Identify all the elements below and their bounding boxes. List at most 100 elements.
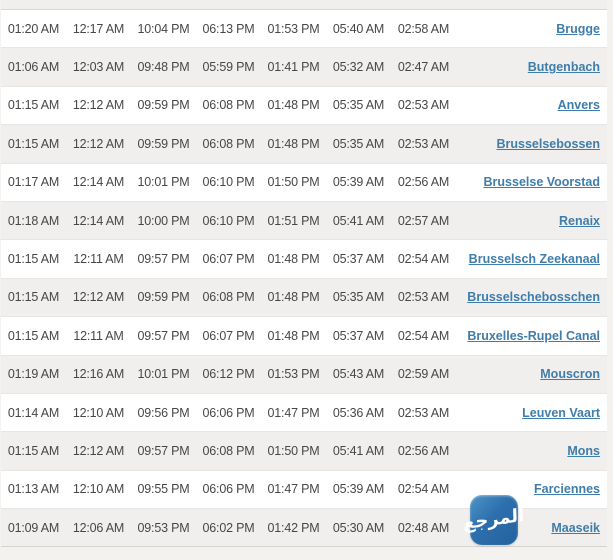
city-link[interactable]: Brusselsch Zeekanaal (468, 252, 600, 267)
city-link[interactable]: Brusselschebosschen (467, 290, 600, 305)
city-cell: Brusselse Voorstad (456, 173, 607, 191)
prayer-time-cell: 06:08 PM (202, 136, 255, 151)
prayer-time-cell: 01:41 PM (267, 60, 320, 75)
city-cell: Mons (456, 442, 607, 460)
prayer-time-cell: 01:18 AM (7, 213, 60, 228)
table-row: 01:17 AM 12:14 AM 10:01 PM 06:10 PM 01:50 PM… (1, 163, 607, 202)
prayer-time-cell: 01:53 PM (267, 21, 320, 36)
prayer-time-cell: 01:06 AM (7, 60, 60, 75)
prayer-time-cell: 06:10 PM (202, 175, 255, 190)
prayer-time-cell: 05:59 PM (202, 60, 255, 75)
city-link[interactable]: Butgenbach (527, 60, 600, 75)
prayer-time-cell: 06:06 PM (202, 482, 255, 497)
prayer-time-cell: 01:51 PM (267, 213, 320, 228)
prayer-time-cell: 06:13 PM (202, 21, 255, 36)
table-row: 01:15 AM 12:12 AM 09:59 PM 06:08 PM 01:48 PM… (1, 278, 607, 318)
city-cell: Brusselschebosschen (456, 288, 607, 306)
prayer-time-cell: 05:32 AM (332, 60, 385, 75)
city-cell: Farciennes (456, 480, 607, 498)
table-row: 01:15 AM 12:11 AM 09:57 PM 06:07 PM 01:48 PM… (1, 240, 607, 279)
city-link[interactable]: Renaix (559, 213, 600, 228)
prayer-time-cell: 01:09 AM (7, 520, 60, 535)
city-cell: Brusselsebossen (456, 135, 607, 153)
prayer-time-cell: 12:17 AM (72, 21, 125, 36)
prayer-time-cell: 09:53 PM (137, 520, 190, 535)
prayer-time-cell: 01:47 PM (267, 405, 320, 420)
city-cell: Brugge (456, 20, 607, 38)
prayer-time-cell: 02:54 AM (397, 252, 450, 267)
prayer-time-cell: 05:37 AM (332, 328, 385, 343)
prayer-times-table: 01:20 AM 12:17 AM 10:04 PM 06:13 PM 01:53 PM… (1, 0, 607, 548)
prayer-time-cell: 12:11 AM (73, 328, 124, 343)
table-row: 01:20 AM 12:17 AM 10:04 PM 06:13 PM 01:53 PM… (1, 10, 607, 49)
prayer-time-cell: 01:50 PM (267, 443, 320, 458)
prayer-time-cell: 01:15 AM (7, 328, 60, 343)
prayer-time-cell: 10:00 PM (137, 213, 190, 228)
prayer-time-cell: 01:48 PM (267, 252, 320, 267)
city-cell: Brusselsch Zeekanaal (456, 250, 607, 268)
city-link[interactable]: Farciennes (533, 482, 600, 497)
prayer-time-cell: 10:01 PM (137, 175, 190, 190)
prayer-time-cell: 10:04 PM (137, 21, 190, 36)
prayer-time-cell: 01:50 PM (267, 175, 320, 190)
prayer-time-cell: 09:57 PM (137, 328, 190, 343)
prayer-time-cell: 01:48 PM (267, 136, 320, 151)
table-row: 01:19 AM 12:16 AM 10:01 PM 06:12 PM 01:53 PM… (1, 355, 607, 394)
table-row: 01:15 AM 12:12 AM 09:57 PM 06:08 PM 01:50 PM… (1, 432, 607, 471)
prayer-time-cell: 02:54 AM (397, 482, 450, 497)
site-logo[interactable]: المرجع (463, 495, 525, 545)
prayer-time-cell: 02:57 AM (397, 213, 450, 228)
prayer-time-cell: 02:47 AM (397, 60, 450, 75)
city-link[interactable]: Brusselsebossen (496, 136, 600, 151)
prayer-time-cell: 05:43 AM (332, 367, 385, 382)
prayer-time-cell: 09:59 PM (137, 136, 190, 151)
prayer-time-cell: 02:58 AM (397, 21, 450, 36)
prayer-time-cell: 12:03 AM (72, 60, 125, 75)
city-link[interactable]: Brugge (556, 21, 600, 36)
prayer-time-cell: 12:12 AM (72, 136, 125, 151)
prayer-time-cell: 01:47 PM (267, 482, 320, 497)
prayer-time-cell: 09:56 PM (137, 405, 190, 420)
prayer-time-cell: 06:12 PM (202, 367, 255, 382)
prayer-time-cell: 01:19 AM (7, 367, 60, 382)
prayer-time-cell: 01:15 AM (7, 98, 60, 113)
prayer-time-cell: 05:30 AM (332, 520, 385, 535)
city-link[interactable]: Mouscron (540, 367, 600, 382)
prayer-time-cell: 05:40 AM (332, 21, 385, 36)
table-row: 01:15 AM 12:12 AM 09:59 PM 06:08 PM 01:48 PM… (1, 86, 607, 126)
city-link[interactable]: Anvers (557, 98, 600, 113)
prayer-time-cell: 01:15 AM (7, 252, 60, 267)
city-link[interactable]: Maaseik (551, 520, 600, 535)
prayer-time-cell: 01:15 AM (7, 290, 60, 305)
table-row: 01:14 AM 12:10 AM 09:56 PM 06:06 PM 01:47 PM… (1, 393, 607, 433)
city-link[interactable]: Mons (567, 443, 600, 458)
prayer-time-cell: 12:16 AM (72, 367, 125, 382)
prayer-time-cell: 02:53 AM (397, 290, 450, 305)
prayer-time-cell: 02:48 AM (397, 520, 450, 535)
prayer-time-cell: 02:53 AM (397, 136, 450, 151)
prayer-time-cell: 01:48 PM (267, 290, 320, 305)
city-link[interactable]: Bruxelles-Rupel Canal (467, 328, 600, 343)
prayer-time-cell: 05:36 AM (332, 405, 385, 420)
prayer-time-cell: 12:06 AM (72, 520, 125, 535)
prayer-time-cell: 02:53 AM (397, 405, 450, 420)
partial-row-top (1, 0, 607, 10)
city-link[interactable]: Brusselse Voorstad (483, 175, 600, 190)
prayer-time-cell: 06:08 PM (202, 443, 255, 458)
prayer-time-cell: 09:57 PM (137, 443, 190, 458)
city-cell: Renaix (456, 212, 607, 230)
prayer-time-cell: 02:53 AM (397, 98, 450, 113)
city-cell: Mouscron (456, 365, 607, 383)
prayer-time-cell: 05:39 AM (332, 175, 385, 190)
prayer-time-cell: 12:14 AM (72, 213, 125, 228)
prayer-time-cell: 06:02 PM (202, 520, 255, 535)
prayer-time-cell: 05:35 AM (332, 136, 385, 151)
prayer-time-cell: 05:41 AM (332, 443, 385, 458)
prayer-time-cell: 06:10 PM (202, 213, 255, 228)
prayer-time-cell: 01:53 PM (267, 367, 320, 382)
prayer-time-cell: 06:08 PM (202, 98, 255, 113)
prayer-time-cell: 01:15 AM (7, 443, 60, 458)
times-table-body: 01:20 AM 12:17 AM 10:04 PM 06:13 PM 01:53 PM… (1, 10, 607, 548)
city-cell: Butgenbach (456, 58, 607, 76)
city-link[interactable]: Leuven Vaart (522, 405, 600, 420)
